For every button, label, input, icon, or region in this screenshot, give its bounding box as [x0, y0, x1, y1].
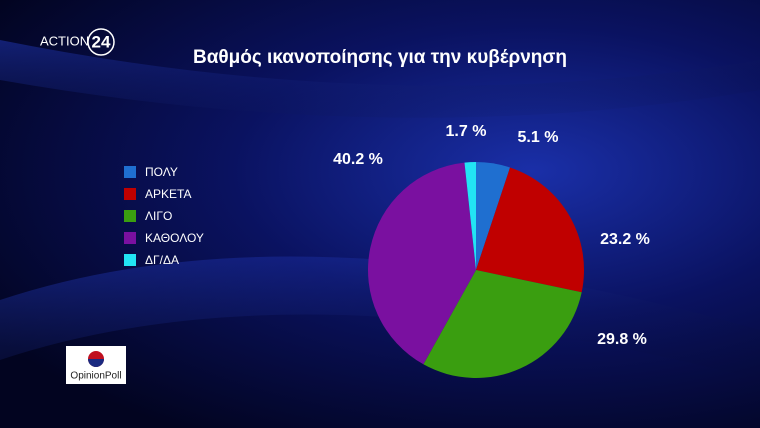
legend-swatch	[124, 166, 136, 178]
pie-slice	[423, 270, 582, 379]
legend-label: ΑΡΚΕΤΑ	[145, 187, 191, 201]
legend-swatch	[124, 210, 136, 222]
legend-label: ΠΟΛΥ	[145, 165, 178, 179]
pollster-logo-mark	[88, 359, 104, 367]
legend-swatch	[124, 254, 136, 266]
pie-slice	[476, 162, 511, 270]
chart-title: Βαθμός ικανοποίησης για την κυβέρνηση	[193, 47, 567, 68]
pollster-logo-text: OpinionPoll	[70, 371, 121, 382]
legend-swatch	[124, 188, 136, 200]
pie-slice	[464, 162, 476, 270]
channel-logo: ACTION	[40, 33, 89, 48]
data-label: 5.1 %	[518, 129, 559, 146]
pie-slice	[367, 162, 476, 365]
channel-logo-number: 24	[92, 32, 111, 51]
data-label: 29.8 %	[597, 331, 647, 348]
channel-logo-ring	[87, 28, 115, 56]
data-label: 1.7 %	[446, 123, 487, 140]
background-swoosh	[0, 40, 760, 118]
legend-label: ΛΙΓΟ	[145, 209, 172, 223]
pie-slice	[476, 167, 585, 293]
data-label: 23.2 %	[600, 231, 650, 248]
legend-label: ΚΑΘΟΛΟΥ	[145, 231, 204, 245]
legend-swatch	[124, 232, 136, 244]
data-label: 40.2 %	[333, 151, 383, 168]
legend-label: ΔΓ/ΔΑ	[145, 253, 179, 267]
